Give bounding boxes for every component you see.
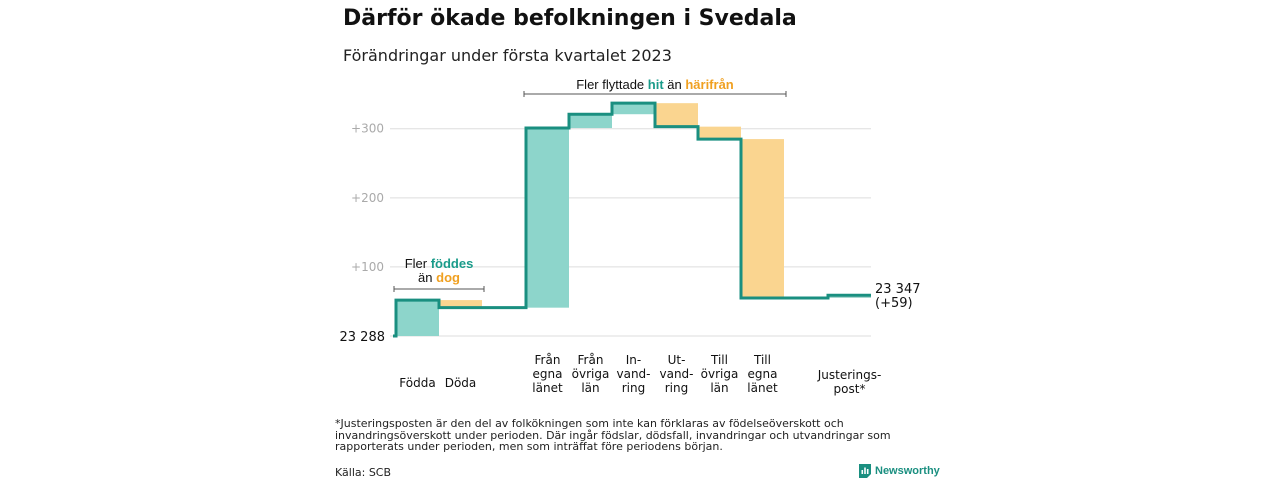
category-label: övriga: [701, 367, 739, 381]
end-value-label: (+59): [875, 296, 913, 311]
y-tick-label: +100: [351, 260, 384, 274]
y-tick-label: +200: [351, 191, 384, 205]
category-label: övriga: [572, 367, 610, 381]
brand-name: Newsworthy: [875, 465, 940, 477]
brand-logo[interactable]: Newsworthy: [859, 463, 940, 479]
annotation-text-part: Fler: [405, 256, 431, 271]
category-label: Från: [535, 353, 561, 367]
newsworthy-logo-icon: [859, 464, 871, 478]
annotation-text-part: föddes: [431, 256, 474, 271]
annotation-text-part: Fler flyttade: [576, 77, 648, 92]
annotation-text: Fler föddes: [405, 256, 474, 271]
bar: [655, 103, 698, 127]
category-label: Från: [578, 353, 604, 367]
category-label: egna: [748, 367, 778, 381]
annotation-text-part: än: [664, 77, 686, 92]
bar: [439, 300, 482, 308]
category-label: Justerings-: [817, 368, 882, 382]
category-label: län: [581, 381, 599, 395]
category-label: län: [710, 381, 728, 395]
category-label: Till: [753, 353, 771, 367]
bar: [612, 103, 655, 115]
category-label: vand-: [616, 367, 650, 381]
annotation-text: än dog: [418, 270, 460, 285]
footnote: *Justeringsposten är den del av folkökni…: [335, 417, 891, 453]
annotation-text-part: hit: [648, 77, 665, 92]
category-label: Döda: [445, 376, 477, 390]
category-label: egna: [533, 367, 563, 381]
end-value-label: 23 347: [875, 282, 921, 297]
annotation-text-part: härifrån: [685, 77, 733, 92]
bar: [569, 114, 612, 129]
source-label: Källa: SCB: [335, 466, 392, 479]
category-label: vand-: [659, 367, 693, 381]
step-line: [393, 101, 871, 338]
y-tick-label: +300: [351, 122, 384, 136]
start-value-label: 23 288: [340, 330, 386, 345]
category-label: ring: [622, 381, 646, 395]
category-label: ring: [665, 381, 689, 395]
annotation-text-part: än: [418, 270, 436, 285]
category-label: länet: [532, 381, 563, 395]
category-label: Ut-: [668, 353, 686, 367]
bar: [526, 128, 569, 308]
category-label: post*: [834, 382, 866, 396]
category-label: länet: [747, 381, 778, 395]
annotation-text-part: dog: [436, 270, 460, 285]
bar: [396, 300, 439, 336]
bar: [698, 126, 741, 140]
waterfall-chart: +100 +200 +300 23 288 23 347(+59) Födda Döda Fr…: [340, 77, 921, 396]
category-label: In-: [626, 353, 641, 367]
annotation-text: Fler flyttade hit än härifrån: [576, 77, 734, 92]
category-label: Till: [710, 353, 728, 367]
chart-subtitle: Förändringar under första kvartalet 2023: [343, 46, 672, 65]
bar: [741, 139, 784, 298]
chart-title: Därför ökade befolkningen i Svedala: [343, 6, 797, 31]
category-label: Födda: [399, 376, 435, 390]
